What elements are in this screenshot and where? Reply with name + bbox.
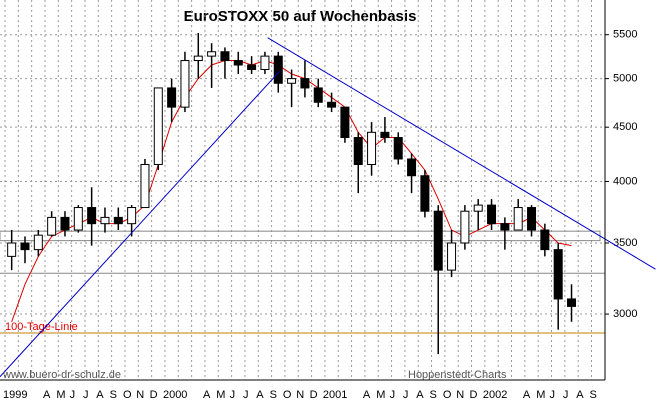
x-tick-label: A	[523, 389, 531, 401]
candle-body	[487, 204, 497, 225]
candle-body	[100, 216, 110, 225]
x-tick-label: N	[456, 389, 464, 401]
candle-body	[393, 137, 403, 160]
candle-body	[540, 229, 550, 251]
x-tick-label: 2000	[163, 389, 187, 401]
candle-body	[60, 216, 70, 231]
x-tick-label: J	[563, 389, 569, 401]
candle-body	[327, 101, 337, 108]
candle-body	[300, 78, 310, 89]
x-tick-label: O	[123, 389, 132, 401]
x-tick-label: J	[70, 389, 76, 401]
candle-body	[513, 207, 523, 231]
candle-body	[207, 51, 217, 57]
trendline	[267, 37, 656, 270]
candle-body	[500, 223, 510, 231]
candle-body	[407, 158, 417, 177]
x-tick-label: O	[283, 389, 292, 401]
x-tick-label: M	[376, 389, 385, 401]
candle-body	[73, 207, 83, 231]
y-tick-label: 3500	[613, 237, 637, 249]
y-tick-label: 4500	[613, 121, 637, 133]
candle-body	[220, 51, 230, 62]
candle-body	[567, 298, 577, 307]
x-tick-label: N	[296, 389, 304, 401]
candle-body	[313, 87, 323, 103]
candle-body	[420, 175, 430, 212]
candle-body	[527, 207, 537, 231]
candle-body	[47, 216, 57, 236]
candle-body	[87, 207, 97, 225]
candle-body	[140, 163, 150, 209]
candle-body	[447, 242, 457, 271]
candle-body	[180, 60, 190, 108]
x-tick-label: A	[256, 389, 264, 401]
x-tick-label: A	[363, 389, 371, 401]
x-tick-label: S	[110, 389, 117, 401]
x-tick-label: 2002	[483, 389, 507, 401]
x-tick-label: A	[576, 389, 584, 401]
candle-body	[473, 204, 483, 212]
x-tick-label: S	[430, 389, 437, 401]
candle-body	[7, 242, 17, 257]
y-tick-label: 5500	[613, 29, 637, 41]
x-tick-label: M	[216, 389, 225, 401]
x-tick-label: 2001	[323, 389, 347, 401]
x-tick-label: J	[230, 389, 236, 401]
x-tick-label: A	[96, 389, 104, 401]
candle-body	[260, 55, 270, 70]
annotation: www.buero-dr-schulz.de	[2, 369, 121, 381]
x-tick-label: M	[56, 389, 65, 401]
series-label: 100-Tage-Linie	[5, 321, 78, 333]
candle-body	[353, 137, 363, 165]
candle-body	[153, 87, 163, 165]
y-tick-label: 5000	[613, 73, 637, 85]
band	[0, 230, 601, 242]
y-tick-label: 3000	[613, 308, 637, 320]
x-tick-label: D	[470, 389, 478, 401]
candle-body	[287, 78, 297, 84]
candle-body	[553, 249, 563, 300]
x-tick-label: A	[43, 389, 51, 401]
x-tick-label: 1999	[3, 389, 27, 401]
x-tick-label: J	[403, 389, 409, 401]
x-tick-label: O	[443, 389, 452, 401]
trendline	[0, 70, 280, 378]
candle-body	[247, 64, 257, 70]
x-tick-label: M	[536, 389, 545, 401]
candle-body	[20, 242, 30, 251]
candle-body	[380, 131, 390, 139]
candle-body	[33, 234, 43, 251]
x-tick-label: A	[203, 389, 211, 401]
x-tick-label: J	[390, 389, 396, 401]
candle-body	[233, 60, 243, 66]
chart-title: EuroSTOXX 50 auf Wochenbasis	[184, 8, 417, 25]
x-tick-label: S	[270, 389, 277, 401]
candle-body	[273, 55, 283, 84]
candle-body	[340, 106, 350, 139]
x-tick-label: D	[310, 389, 318, 401]
x-tick-label: S	[590, 389, 597, 401]
x-tick-label: D	[150, 389, 158, 401]
candle-body	[127, 207, 137, 225]
x-tick-label: A	[416, 389, 424, 401]
candle-body	[460, 210, 470, 244]
x-tick-label: J	[550, 389, 556, 401]
x-tick-label: J	[83, 389, 89, 401]
candle-body	[113, 216, 123, 225]
candle-body	[367, 131, 377, 165]
annotation: Hoppenstedt-Charts	[408, 369, 507, 381]
candle-body	[193, 55, 203, 62]
x-tick-label: J	[243, 389, 249, 401]
candle-body	[167, 87, 177, 108]
y-tick-label: 4000	[613, 175, 637, 187]
x-tick-label: N	[136, 389, 144, 401]
candle-body	[433, 210, 443, 271]
